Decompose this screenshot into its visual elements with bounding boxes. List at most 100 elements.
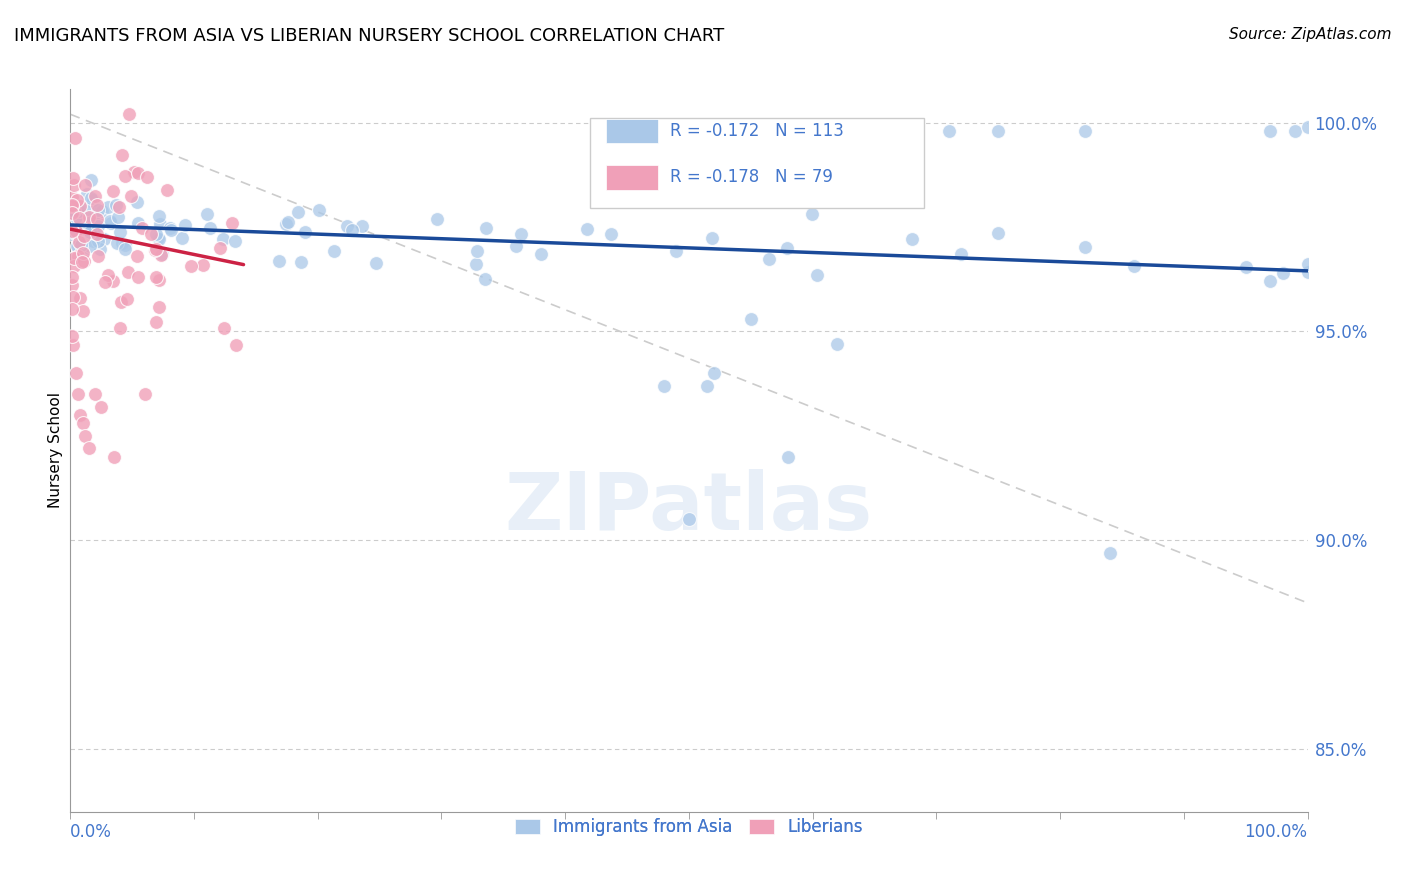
Point (212, 232, 235, 246)
Point (1074, 124, 1097, 138)
Point (111, 236, 134, 251)
Point (575, 221, 598, 235)
Text: 0.0%: 0.0% (70, 822, 112, 840)
Point (60, 197, 83, 211)
Point (224, 234, 246, 248)
Point (143, 243, 166, 257)
Point (93, 232, 115, 246)
Point (115, 292, 138, 306)
Point (69, 291, 91, 305)
Point (66, 387, 89, 401)
Point (150, 246, 173, 260)
Point (174, 218, 197, 232)
Point (125, 194, 148, 209)
Point (1271, 266, 1294, 280)
Point (82, 193, 104, 207)
Point (63, 131, 86, 145)
FancyBboxPatch shape (591, 118, 924, 209)
Point (1296, 120, 1319, 134)
Legend: Immigrants from Asia, Liberians: Immigrants from Asia, Liberians (508, 812, 870, 843)
Point (103, 450, 125, 464)
FancyBboxPatch shape (606, 165, 658, 190)
Point (82, 212, 104, 227)
Point (97, 200, 120, 214)
Point (475, 220, 498, 235)
Point (60, 270, 83, 285)
Point (70, 254, 93, 268)
Point (145, 242, 167, 256)
FancyBboxPatch shape (606, 119, 658, 144)
Point (141, 227, 163, 242)
Point (277, 215, 299, 229)
Point (60, 224, 83, 238)
Point (87, 211, 110, 225)
Point (67, 211, 90, 225)
Point (120, 189, 142, 203)
Point (101, 274, 124, 288)
Point (131, 221, 153, 235)
Point (83, 222, 105, 236)
Point (75, 429, 97, 443)
Point (950, 246, 973, 260)
Point (148, 217, 170, 231)
Point (900, 232, 922, 246)
Point (76, 186, 98, 201)
Point (465, 257, 488, 271)
Point (108, 320, 131, 334)
Point (599, 227, 621, 241)
Point (60, 328, 83, 343)
Point (86, 203, 108, 218)
Point (148, 273, 170, 287)
Point (1123, 259, 1146, 273)
Y-axis label: Nursery School: Nursery School (48, 392, 63, 508)
Point (86, 227, 108, 241)
Text: ZIPatlas: ZIPatlas (505, 469, 873, 548)
Point (1296, 258, 1319, 272)
Point (89, 242, 111, 256)
Point (79, 211, 101, 225)
Point (62, 338, 84, 352)
Point (69, 199, 91, 213)
Point (652, 378, 675, 392)
Point (62, 259, 84, 273)
Point (105, 198, 128, 212)
Point (509, 227, 531, 241)
Point (73, 178, 96, 193)
Point (72, 245, 94, 260)
Point (101, 184, 124, 198)
Point (191, 258, 214, 272)
Point (87, 249, 110, 263)
Point (65, 210, 87, 224)
Point (110, 295, 132, 310)
Point (806, 268, 828, 283)
Point (66, 193, 89, 207)
Text: 100.0%: 100.0% (1244, 822, 1308, 840)
Point (73, 254, 96, 268)
Point (776, 450, 799, 464)
Point (79, 222, 101, 236)
Point (148, 231, 170, 245)
Point (84, 229, 107, 244)
Point (987, 124, 1010, 138)
Point (776, 241, 799, 255)
Point (83, 189, 105, 203)
Point (665, 244, 688, 258)
Point (79, 173, 101, 187)
Point (425, 212, 447, 227)
Point (69, 211, 91, 225)
Point (212, 321, 235, 335)
Point (79, 225, 101, 239)
Point (135, 170, 157, 185)
Point (1296, 265, 1319, 279)
Point (308, 202, 330, 217)
Point (758, 252, 780, 266)
Point (60, 225, 83, 239)
Point (93, 275, 115, 289)
Point (148, 209, 170, 223)
Point (350, 219, 373, 234)
Point (703, 366, 725, 380)
Point (145, 227, 167, 242)
Point (67, 203, 90, 218)
Point (82, 235, 104, 249)
Point (118, 107, 141, 121)
